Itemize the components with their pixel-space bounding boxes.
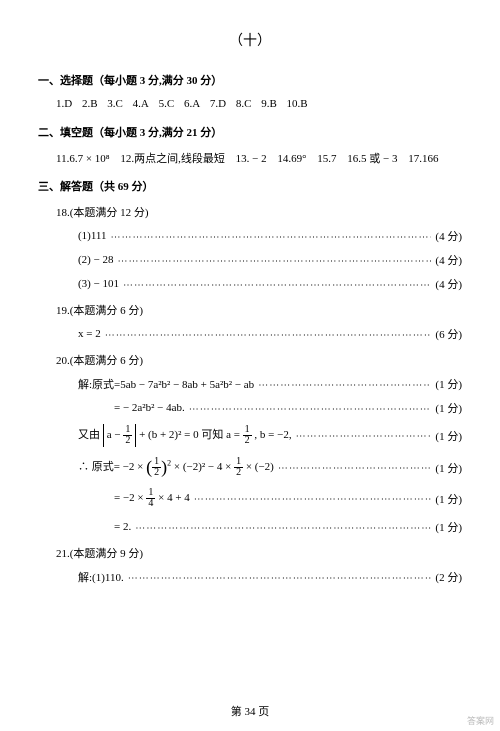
q20-line2-content: = − 2a²b² − 4ab. (114, 402, 185, 414)
leader-dots: ⋯⋯⋯⋯⋯⋯⋯⋯⋯⋯⋯⋯⋯⋯⋯⋯⋯⋯⋯⋯⋯⋯⋯⋯⋯⋯⋯⋯⋯⋯⋯⋯⋯⋯⋯⋯⋯⋯⋯⋯… (258, 380, 431, 391)
q20-line4: ∴ 原式= −2 × (12)2 × (−2)² − 4 × 12 × (−2)… (78, 457, 462, 478)
leader-dots: ⋯⋯⋯⋯⋯⋯⋯⋯⋯⋯⋯⋯⋯⋯⋯⋯⋯⋯⋯⋯⋯⋯⋯⋯⋯⋯⋯⋯⋯⋯⋯⋯⋯⋯⋯⋯⋯⋯⋯⋯… (189, 404, 432, 415)
leader-dots: ⋯⋯⋯⋯⋯⋯⋯⋯⋯⋯⋯⋯⋯⋯⋯⋯⋯⋯⋯⋯⋯⋯⋯⋯⋯⋯⋯⋯⋯⋯⋯⋯⋯⋯⋯⋯⋯⋯⋯ (278, 463, 432, 474)
denominator: 4 (146, 499, 155, 509)
q18-part1-label: (1)111 (78, 230, 107, 242)
fraction-half: 12 (243, 425, 252, 446)
q18-part2: (2) − 28 ⋯⋯⋯⋯⋯⋯⋯⋯⋯⋯⋯⋯⋯⋯⋯⋯⋯⋯⋯⋯⋯⋯⋯⋯⋯⋯⋯⋯⋯⋯⋯… (78, 252, 462, 268)
q19-heading: 19.(本题满分 6 分) (56, 302, 462, 318)
q20-line1-content: 解:原式=5ab − 7a²b² − 8ab + 5a²b² − ab (78, 376, 254, 392)
q20-line6: = 2. ⋯⋯⋯⋯⋯⋯⋯⋯⋯⋯⋯⋯⋯⋯⋯⋯⋯⋯⋯⋯⋯⋯⋯⋯⋯⋯⋯⋯⋯⋯⋯⋯⋯⋯⋯… (114, 519, 462, 535)
fill-answer: 12.两点之间,线段最短 (120, 153, 225, 165)
text: × 4 + 4 (158, 492, 190, 504)
leader-dots: ⋯⋯⋯⋯⋯⋯⋯⋯⋯⋯⋯⋯⋯⋯⋯⋯⋯⋯⋯⋯⋯⋯⋯⋯⋯⋯⋯⋯⋯⋯⋯⋯⋯⋯ (296, 431, 432, 442)
mc-answer: 10.B (287, 98, 308, 110)
mc-answer: 9.B (261, 98, 277, 110)
q20-line5: = −2 × 14 × 4 + 4 ⋯⋯⋯⋯⋯⋯⋯⋯⋯⋯⋯⋯⋯⋯⋯⋯⋯⋯⋯⋯⋯⋯… (114, 488, 462, 509)
text: + (b + 2)² = 0 可知 a = (139, 429, 240, 441)
q19-score: (6 分) (435, 326, 462, 342)
leader-dots: ⋯⋯⋯⋯⋯⋯⋯⋯⋯⋯⋯⋯⋯⋯⋯⋯⋯⋯⋯⋯⋯⋯⋯⋯⋯⋯⋯⋯⋯⋯⋯⋯⋯⋯⋯⋯⋯⋯⋯⋯… (118, 256, 432, 267)
q21-line: 解:(1)110. ⋯⋯⋯⋯⋯⋯⋯⋯⋯⋯⋯⋯⋯⋯⋯⋯⋯⋯⋯⋯⋯⋯⋯⋯⋯⋯⋯⋯⋯⋯… (78, 569, 462, 585)
q18-part2-score: (4 分) (435, 252, 462, 268)
leader-dots: ⋯⋯⋯⋯⋯⋯⋯⋯⋯⋯⋯⋯⋯⋯⋯⋯⋯⋯⋯⋯⋯⋯⋯⋯⋯⋯⋯⋯⋯⋯⋯⋯⋯⋯⋯⋯⋯⋯⋯⋯… (123, 280, 431, 291)
q21-content: 解:(1)110. (78, 569, 124, 585)
leader-dots: ⋯⋯⋯⋯⋯⋯⋯⋯⋯⋯⋯⋯⋯⋯⋯⋯⋯⋯⋯⋯⋯⋯⋯⋯⋯⋯⋯⋯⋯⋯⋯⋯⋯⋯⋯⋯⋯⋯⋯⋯… (194, 494, 432, 505)
leader-dots: ⋯⋯⋯⋯⋯⋯⋯⋯⋯⋯⋯⋯⋯⋯⋯⋯⋯⋯⋯⋯⋯⋯⋯⋯⋯⋯⋯⋯⋯⋯⋯⋯⋯⋯⋯⋯⋯⋯⋯⋯… (135, 523, 431, 534)
fraction-half: 12 (152, 457, 161, 478)
q20-line4-content: ∴ 原式= −2 × (12)2 × (−2)² − 4 × 12 × (−2) (78, 457, 274, 478)
q20-line3-score: (1 分) (435, 428, 462, 444)
q20-heading: 20.(本题满分 6 分) (56, 352, 462, 368)
fill-answer: 17.166 (408, 153, 438, 165)
page-footer: 第 34 页 (0, 703, 500, 719)
right-paren: ) (161, 458, 167, 476)
q19-line: x = 2 ⋯⋯⋯⋯⋯⋯⋯⋯⋯⋯⋯⋯⋯⋯⋯⋯⋯⋯⋯⋯⋯⋯⋯⋯⋯⋯⋯⋯⋯⋯⋯⋯⋯⋯… (78, 326, 462, 342)
q21-score: (2 分) (435, 569, 462, 585)
section1-heading: 一、选择题（每小题 3 分,满分 30 分） (38, 72, 462, 88)
q20-line3-content: 又由 a − 12 + (b + 2)² = 0 可知 a = 12 , b =… (78, 424, 292, 447)
fraction-half: 12 (123, 425, 132, 446)
text: × (−2)² − 4 × (174, 461, 231, 473)
text: × (−2) (246, 461, 274, 473)
abs-value: a − 12 (103, 424, 137, 447)
mc-answer: 6.A (184, 98, 200, 110)
fraction-half: 12 (234, 457, 243, 478)
q18-part3-score: (4 分) (435, 276, 462, 292)
leader-dots: ⋯⋯⋯⋯⋯⋯⋯⋯⋯⋯⋯⋯⋯⋯⋯⋯⋯⋯⋯⋯⋯⋯⋯⋯⋯⋯⋯⋯⋯⋯⋯⋯⋯⋯⋯⋯⋯⋯⋯⋯… (128, 573, 432, 584)
fill-answer: 13. − 2 (236, 153, 267, 165)
denominator: 2 (123, 436, 132, 446)
mc-answer: 2.B (82, 98, 98, 110)
watermark: 答案网 (467, 714, 494, 727)
leader-dots: ⋯⋯⋯⋯⋯⋯⋯⋯⋯⋯⋯⋯⋯⋯⋯⋯⋯⋯⋯⋯⋯⋯⋯⋯⋯⋯⋯⋯⋯⋯⋯⋯⋯⋯⋯⋯⋯⋯⋯⋯… (105, 330, 432, 341)
mc-answer: 5.C (159, 98, 175, 110)
fill-answers-row: 11.6.7 × 10⁸ 12.两点之间,线段最短 13. − 2 14.69°… (56, 150, 462, 166)
q21-heading: 21.(本题满分 9 分) (56, 545, 462, 561)
leader-dots: ⋯⋯⋯⋯⋯⋯⋯⋯⋯⋯⋯⋯⋯⋯⋯⋯⋯⋯⋯⋯⋯⋯⋯⋯⋯⋯⋯⋯⋯⋯⋯⋯⋯⋯⋯⋯⋯⋯⋯⋯… (111, 232, 432, 243)
q20-line2-score: (1 分) (435, 400, 462, 416)
fill-answer: 14.69° (277, 153, 306, 165)
q20-line1-score: (1 分) (435, 376, 462, 392)
mc-answers-row: 1.D 2.B 3.C 4.A 5.C 6.A 7.D 8.C 9.B 10.B (56, 98, 462, 110)
text: = −2 × (114, 492, 144, 504)
q20-line4-score: (1 分) (435, 460, 462, 476)
fill-answer: 16.5 或 − 3 (347, 153, 397, 165)
q18-part1-score: (4 分) (435, 228, 462, 244)
q20-line1: 解:原式=5ab − 7a²b² − 8ab + 5a²b² − ab ⋯⋯⋯⋯… (78, 376, 462, 392)
mc-answer: 1.D (56, 98, 72, 110)
q18-heading: 18.(本题满分 12 分) (56, 204, 462, 220)
denominator: 2 (152, 468, 161, 478)
text: ∴ 原式= −2 × (78, 461, 143, 473)
exponent: 2 (167, 458, 171, 467)
section2-heading: 二、填空题（每小题 3 分,满分 21 分） (38, 124, 462, 140)
q19-content: x = 2 (78, 328, 101, 340)
q20-line2: = − 2a²b² − 4ab. ⋯⋯⋯⋯⋯⋯⋯⋯⋯⋯⋯⋯⋯⋯⋯⋯⋯⋯⋯⋯⋯⋯⋯… (114, 400, 462, 416)
mc-answer: 8.C (236, 98, 252, 110)
left-paren: ( (146, 458, 152, 476)
q20-line6-score: (1 分) (435, 519, 462, 535)
page-title: （十） (38, 30, 462, 50)
mc-answer: 4.A (133, 98, 149, 110)
fill-answer: 11.6.7 × 10⁸ (56, 153, 110, 165)
q20-line5-content: = −2 × 14 × 4 + 4 (114, 488, 190, 509)
text: a − (107, 429, 121, 441)
q20-line3: 又由 a − 12 + (b + 2)² = 0 可知 a = 12 , b =… (78, 424, 462, 447)
mc-answer: 3.C (107, 98, 123, 110)
section3-heading: 三、解答题（共 69 分） (38, 178, 462, 194)
denominator: 2 (243, 436, 252, 446)
mc-answer: 7.D (210, 98, 226, 110)
q18-part3: (3) − 101 ⋯⋯⋯⋯⋯⋯⋯⋯⋯⋯⋯⋯⋯⋯⋯⋯⋯⋯⋯⋯⋯⋯⋯⋯⋯⋯⋯⋯⋯⋯… (78, 276, 462, 292)
q18-part1: (1)111 ⋯⋯⋯⋯⋯⋯⋯⋯⋯⋯⋯⋯⋯⋯⋯⋯⋯⋯⋯⋯⋯⋯⋯⋯⋯⋯⋯⋯⋯⋯⋯⋯⋯… (78, 228, 462, 244)
q20-line6-content: = 2. (114, 521, 131, 533)
denominator: 2 (234, 468, 243, 478)
fill-answer: 15.7 (317, 153, 336, 165)
q20-line5-score: (1 分) (435, 491, 462, 507)
text: , b = −2, (254, 429, 291, 441)
text: 又由 (78, 429, 100, 441)
fraction-quarter: 14 (146, 488, 155, 509)
q18-part2-label: (2) − 28 (78, 254, 114, 266)
q18-part3-label: (3) − 101 (78, 278, 119, 290)
